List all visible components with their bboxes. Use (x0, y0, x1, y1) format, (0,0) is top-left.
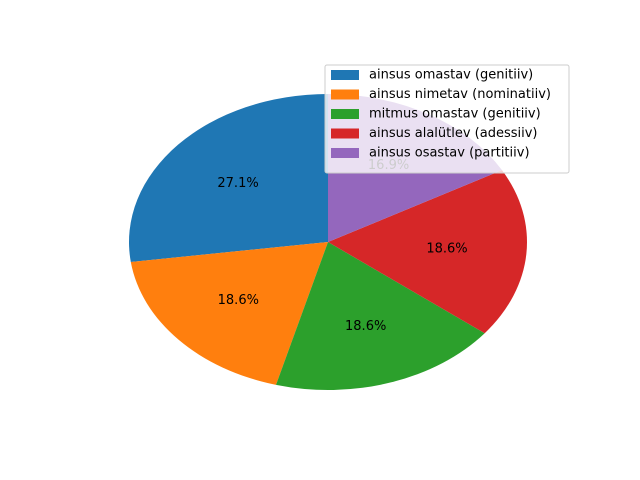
legend-swatch-5 (331, 148, 359, 158)
legend-swatch-3 (331, 109, 359, 119)
pie-percent-label-2: 18.6% (218, 293, 259, 308)
pie-percent-label-4: 18.6% (426, 241, 467, 256)
pie-percent-label-3: 18.6% (345, 319, 386, 334)
legend-label-5: ainsus osastav (partitiiv) (369, 146, 530, 161)
legend-swatch-2 (331, 89, 359, 100)
legend-label-2: ainsus nimetav (nominatiiv) (369, 87, 551, 102)
pie-slice-3 (275, 242, 485, 390)
pie-slice-2 (130, 242, 328, 385)
legend-swatch-1 (331, 70, 359, 80)
pie-slice-1 (129, 94, 328, 262)
legend-frame (324, 64, 570, 174)
legend-label-1: ainsus omastav (genitiiv) (369, 68, 533, 83)
pie-percent-label-1: 27.1% (217, 176, 258, 191)
legend-label-4: ainsus alalütlev (adessiiv) (369, 126, 538, 141)
legend-label-3: mitmus omastav (genitiiv) (369, 107, 541, 122)
pie-slice-4 (328, 170, 527, 334)
legend: ainsus omastav (genitiiv) ainsus nimetav … (324, 64, 570, 174)
legend-swatch-4 (331, 128, 359, 139)
